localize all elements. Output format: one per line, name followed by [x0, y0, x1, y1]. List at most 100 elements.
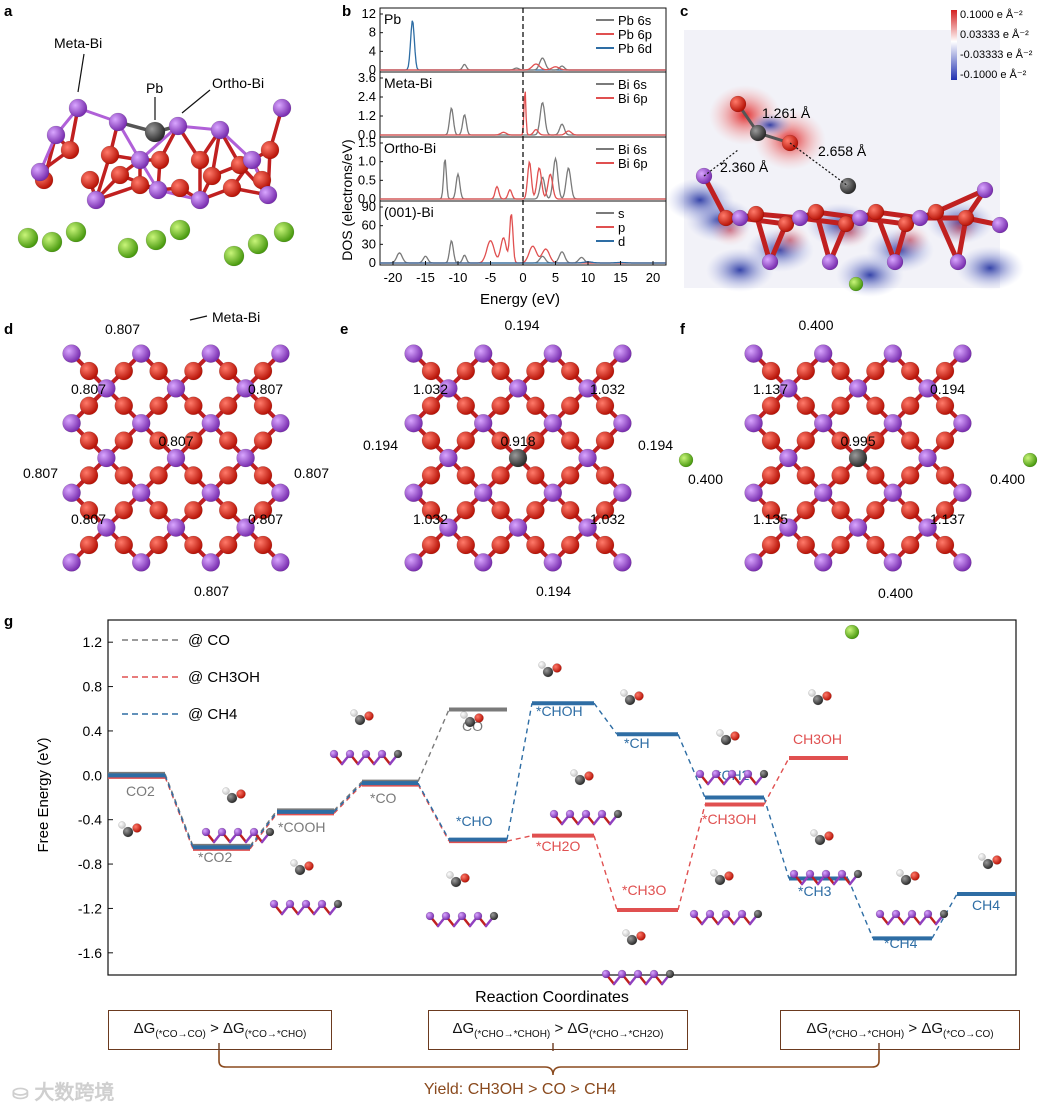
calcium-atom — [848, 276, 864, 292]
label-ortho-bi: Ortho-Bi — [212, 75, 264, 91]
panel-label-f: f — [680, 321, 686, 338]
bismuth-atom — [131, 413, 151, 433]
panel-e-lattice: 0.194 1.032 1.032 0.194 0.918 0.194 1.032 1.032… — [363, 317, 673, 599]
oxygen-atom — [866, 500, 885, 520]
bismuth-atom — [201, 483, 221, 503]
bismuth-atom — [578, 518, 597, 537]
step-label: *CH3O — [622, 882, 666, 898]
bismuth-atom — [258, 185, 278, 205]
bismuth-atom — [233, 827, 243, 837]
condition-box-ch3oh: ΔG(*CHO→*CHOH) > ΔG(*CHO→*CH2O) — [428, 1010, 688, 1050]
oxygen-atom — [935, 396, 955, 416]
bismuth-atom — [813, 483, 833, 503]
bismuth-atom — [271, 553, 290, 572]
oxygen-atom — [935, 466, 955, 485]
bismuth-atom — [108, 112, 128, 132]
oxygen-atom — [79, 466, 99, 485]
dos-legend-label: Bi 6p — [618, 91, 648, 106]
bismuth-atom — [166, 379, 186, 398]
step-label: *CHOH — [536, 703, 583, 719]
oxygen-atom — [866, 396, 885, 416]
energy-connector — [593, 835, 618, 911]
calcium-atom — [117, 237, 139, 259]
calcium-atom — [247, 233, 269, 255]
bismuth-atom — [911, 209, 929, 227]
oxygen-atom — [866, 466, 885, 485]
oxygen-atom — [253, 466, 273, 485]
energy-connector — [249, 812, 278, 850]
adsorbate-illustration — [789, 829, 863, 886]
oxygen-atom — [897, 215, 915, 233]
carbon-atom — [900, 874, 912, 886]
dos-x-tick: 0 — [519, 270, 526, 285]
energy-connector — [506, 703, 533, 840]
oxygen-atom — [866, 361, 885, 381]
bismuth-atom — [168, 116, 188, 136]
bismuth-atom — [543, 413, 563, 433]
dos-legend-label: Pb 6s — [618, 13, 652, 28]
oxygen-atom — [364, 711, 374, 721]
carbon-atom — [294, 864, 306, 876]
oxygen-atom — [796, 361, 816, 381]
legend-label: @ CO — [188, 632, 230, 649]
bader-charge-label: 0.807 — [294, 465, 329, 481]
bismuth-atom — [581, 809, 591, 819]
energy-connector — [677, 733, 706, 798]
dos-y-tick: 0.0 — [358, 127, 376, 142]
bismuth-atom — [62, 413, 81, 433]
bismuth-atom — [848, 518, 868, 537]
oxygen-atom — [807, 203, 825, 221]
step-label: *CHO — [456, 813, 493, 829]
panel-d-lattice: 0.807 0.807 0.807 0.807 0.807 0.807 0.807 0.807… — [23, 321, 329, 599]
oxygen-atom — [114, 361, 134, 381]
oxygen-atom — [526, 535, 545, 555]
oxygen-atom — [218, 431, 238, 450]
bismuth-atom — [272, 98, 292, 118]
bader-charge-label: 0.807 — [105, 321, 140, 337]
bismuth-atom — [761, 253, 779, 271]
oxygen-atom — [900, 466, 920, 485]
bismuth-atom — [633, 969, 643, 979]
oxygen-atom — [796, 500, 816, 520]
energy-connector — [333, 782, 363, 813]
distance-label: 2.658 Å — [818, 143, 867, 159]
oxygen-atom — [796, 466, 816, 485]
label-meta-bi-d: Meta-Bi — [212, 309, 260, 325]
blue-density — [956, 246, 1024, 290]
dos-y-tick: 4 — [369, 43, 376, 58]
bismuth-atom — [907, 909, 917, 919]
bismuth-atom — [731, 209, 749, 227]
carbon-atom — [450, 876, 462, 888]
bismuth-atom — [62, 553, 81, 572]
oxygen-atom — [114, 396, 134, 416]
dos-y-tick: 0.0 — [358, 191, 376, 206]
bismuth-atom — [543, 483, 563, 503]
oxygen-atom — [717, 209, 735, 227]
carbon-atom — [574, 774, 586, 786]
carbon-atom — [624, 694, 636, 706]
oxygen-atom — [491, 535, 510, 555]
carbon-atom — [354, 714, 366, 726]
oxygen-atom — [474, 713, 484, 723]
bismuth-atom — [68, 98, 88, 118]
bismuth-atom — [565, 809, 575, 819]
bader-charge-label: 0.194 — [930, 381, 965, 397]
carbon-atom — [542, 666, 554, 678]
oxygen-atom — [253, 431, 273, 450]
lead-atom — [144, 121, 166, 143]
lead-atom — [613, 809, 623, 819]
dos-x-tick: -5 — [485, 270, 497, 285]
y-tick-label: 0.8 — [83, 679, 103, 695]
bismuth-atom — [131, 553, 151, 572]
oxygen-atom — [114, 535, 134, 555]
dos-y-tick: 90 — [362, 199, 376, 214]
step-label: *CH4 — [884, 935, 918, 951]
dos-y-tick: 60 — [362, 218, 376, 233]
hydrogen-atom — [350, 709, 358, 717]
oxygen-atom — [957, 209, 975, 227]
bismuth-atom — [30, 162, 50, 182]
distance-line — [703, 149, 739, 177]
bismuth-atom — [404, 553, 423, 572]
bismuth-atom — [549, 809, 559, 819]
bismuth-atom — [242, 150, 262, 170]
